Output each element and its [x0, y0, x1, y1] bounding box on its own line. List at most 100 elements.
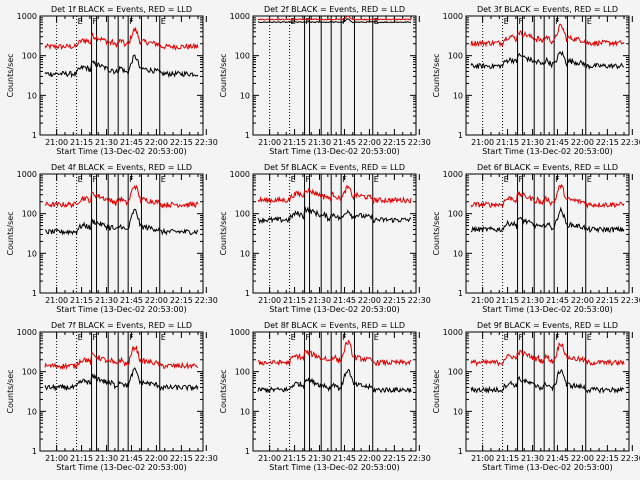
events-series-line — [44, 367, 199, 392]
x-tick-label: 21:15 — [496, 296, 519, 305]
panel-det-2: Det 2f BLACK = Events, RED = LLD 1 10 100 10… — [219, 5, 431, 156]
x-tick-label: 21:30 — [95, 296, 118, 305]
marker-letter: E — [78, 333, 83, 342]
panel-title: Det 8f BLACK = Events, RED = LLD — [264, 321, 405, 330]
x-tick-label: 22:15 — [383, 138, 406, 147]
marker-letter: E — [587, 175, 592, 184]
y-axis-label: Counts/sec — [432, 53, 441, 97]
y-tick-label: 1 — [245, 447, 250, 456]
x-tick-label: 21:15 — [283, 138, 306, 147]
y-tick-label: 1000 — [230, 328, 250, 337]
y-tick-label: 1000 — [443, 328, 463, 337]
marker-letter: F — [129, 333, 134, 342]
x-tick-label: 22:30 — [408, 138, 431, 147]
panel-title: Det 9f BLACK = Events, RED = LLD — [477, 321, 618, 330]
marker-letter: F — [555, 333, 560, 342]
y-tick-label: 1000 — [17, 170, 37, 179]
x-axis-label: Start Time (13-Dec-02 20:53:00) — [482, 147, 613, 156]
y-tick-label: 10 — [453, 91, 463, 100]
marker-letter: E — [504, 175, 509, 184]
x-tick-label: 22:30 — [195, 454, 218, 463]
x-tick-label: 22:15 — [596, 454, 619, 463]
x-axis-label: Start Time (13-Dec-02 20:53:00) — [269, 463, 400, 472]
y-tick-label: 10 — [453, 249, 463, 258]
marker-letter: F — [129, 17, 134, 26]
x-tick-label: 22:15 — [170, 138, 193, 147]
plot-frame — [39, 331, 204, 452]
x-tick-label: 22:15 — [596, 296, 619, 305]
x-tick-label: 21:00 — [471, 454, 494, 463]
marker-letter: F — [519, 17, 524, 26]
x-tick-label: 21:45 — [546, 454, 569, 463]
marker-letter: E — [78, 175, 83, 184]
x-tick-label: 22:30 — [195, 138, 218, 147]
y-axis-label: Counts/sec — [6, 211, 15, 255]
marker-letter: E — [161, 175, 166, 184]
x-tick-label: 21:30 — [308, 296, 331, 305]
y-tick-label: 100 — [448, 52, 463, 61]
y-tick-label: 1000 — [17, 12, 37, 21]
plot-frame — [252, 331, 417, 452]
panel-det-4: Det 4f BLACK = Events, RED = LLD 1 10 100 10… — [6, 163, 218, 314]
y-tick-label: 1 — [245, 131, 250, 140]
marker-letter: F — [555, 17, 560, 26]
y-tick-label: 10 — [27, 407, 37, 416]
x-tick-label: 21:30 — [521, 454, 544, 463]
x-tick-label: 21:30 — [95, 454, 118, 463]
x-tick-label: 22:30 — [195, 296, 218, 305]
x-tick-label: 21:00 — [258, 296, 281, 305]
lld-series-line — [257, 339, 412, 367]
y-tick-label: 100 — [448, 368, 463, 377]
x-tick-label: 21:00 — [45, 296, 68, 305]
x-tick-label: 21:30 — [308, 454, 331, 463]
marker-letter: F — [93, 17, 98, 26]
y-axis-label: Counts/sec — [6, 53, 15, 97]
plot-frame — [39, 173, 204, 294]
events-series-line — [44, 54, 199, 79]
marker-letter: E — [374, 333, 379, 342]
y-tick-label: 10 — [27, 249, 37, 258]
x-axis-label: Start Time (13-Dec-02 20:53:00) — [56, 305, 187, 314]
panel-det-9: Det 9f BLACK = Events, RED = LLD 1 10 100 10… — [432, 321, 640, 472]
y-axis-label: Counts/sec — [219, 369, 228, 413]
events-series-line — [44, 208, 199, 236]
marker-letter: E — [374, 175, 379, 184]
x-tick-label: 22:15 — [596, 138, 619, 147]
y-tick-label: 1000 — [17, 328, 37, 337]
plot-frame — [465, 331, 630, 452]
marker-letter: F — [306, 175, 311, 184]
lld-series-line — [44, 184, 199, 209]
x-tick-label: 21:45 — [120, 296, 143, 305]
y-tick-label: 1000 — [443, 12, 463, 21]
panel-det-7: Det 7f BLACK = Events, RED = LLD 1 10 100 10… — [6, 321, 218, 472]
marker-letter: F — [342, 333, 347, 342]
plot-frame — [465, 15, 630, 136]
x-tick-label: 21:15 — [70, 138, 93, 147]
marker-letter: E — [161, 333, 166, 342]
x-tick-label: 22:00 — [145, 296, 168, 305]
marker-letter: F — [306, 333, 311, 342]
y-axis-label: Counts/sec — [432, 369, 441, 413]
y-tick-label: 1 — [32, 131, 37, 140]
y-tick-label: 10 — [240, 249, 250, 258]
x-tick-label: 22:30 — [621, 138, 640, 147]
y-tick-label: 10 — [240, 91, 250, 100]
marker-letter: E — [504, 333, 509, 342]
plot-frame — [252, 15, 417, 136]
events-series-line — [257, 206, 412, 225]
plot-frame — [465, 173, 630, 294]
panel-det-8: Det 8f BLACK = Events, RED = LLD 1 10 100 10… — [219, 321, 431, 472]
marker-letter: F — [129, 175, 134, 184]
events-series-line — [470, 206, 625, 234]
marker-letter: F — [93, 333, 98, 342]
lld-series-line — [44, 345, 198, 371]
y-axis-label: Counts/sec — [6, 369, 15, 413]
x-tick-label: 22:30 — [621, 454, 640, 463]
plot-frame — [39, 15, 204, 136]
x-tick-label: 22:00 — [571, 296, 594, 305]
x-tick-label: 21:30 — [521, 138, 544, 147]
x-tick-label: 22:30 — [408, 454, 431, 463]
y-tick-label: 1 — [32, 447, 37, 456]
marker-letter: E — [78, 17, 83, 26]
